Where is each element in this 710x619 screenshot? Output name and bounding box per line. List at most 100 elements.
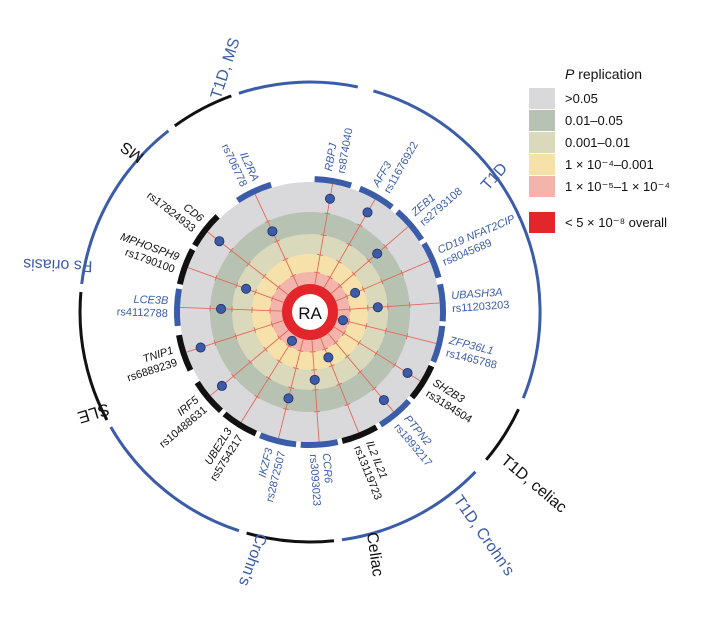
inner-arc	[176, 248, 196, 285]
spoke-tick	[213, 339, 217, 346]
spoke-tick	[346, 242, 352, 247]
spoke-line	[337, 302, 440, 311]
spoke-tick	[263, 346, 268, 352]
inner-arc	[314, 176, 353, 189]
spoke-tick	[276, 359, 283, 364]
spoke-tick	[277, 335, 282, 341]
disease-arc	[173, 94, 232, 128]
legend-swatch	[529, 154, 555, 175]
legend-swatch	[529, 176, 555, 197]
spoke-tick	[327, 275, 333, 280]
spoke-tick	[333, 340, 339, 345]
legend-item: 0.01–0.05	[525, 110, 705, 132]
locus-snp: rs874040	[336, 127, 356, 174]
inner-arc	[409, 364, 435, 400]
spoke-tick	[400, 269, 404, 276]
spoke-line	[254, 193, 299, 287]
disease-label: MS	[118, 138, 147, 166]
legend-swatch	[529, 88, 555, 109]
locus-dot	[402, 367, 413, 378]
locus-dot	[324, 193, 335, 204]
locus-snp: rs4112788	[117, 306, 169, 320]
spoke-tick	[317, 253, 324, 256]
spoke-tick	[337, 283, 343, 289]
spoke-tick	[366, 258, 372, 264]
spoke-tick	[270, 321, 274, 328]
inner-arc	[235, 181, 273, 204]
locus-dot	[309, 374, 320, 385]
legend-item: 1 × 10⁻⁵–1 × 10⁻⁴	[525, 176, 705, 198]
inner-arc	[437, 283, 447, 322]
legend-item: >0.05	[525, 88, 705, 110]
locus-dot	[216, 303, 227, 314]
spoke-tick	[253, 326, 257, 333]
spoke-tick	[344, 403, 351, 407]
spoke-tick	[246, 261, 251, 267]
spoke-tick	[231, 373, 236, 379]
disease-arc	[238, 80, 359, 95]
inner-arc	[395, 209, 425, 242]
spoke-line	[311, 339, 320, 442]
spoke-tick	[235, 282, 239, 289]
inner-arc	[192, 214, 220, 248]
locus-dot	[241, 283, 252, 294]
disease-label: Ps oriasis	[23, 255, 93, 274]
spoke-tick	[344, 354, 350, 359]
spoke-tick	[262, 273, 267, 279]
center-circle	[292, 294, 328, 330]
locus-dot	[372, 302, 383, 313]
locus-dot	[323, 352, 334, 363]
spoke-tick	[234, 333, 238, 340]
spoke-tick	[336, 382, 343, 386]
inner-arc	[300, 439, 339, 449]
locus-snp: rs3093023	[307, 454, 323, 507]
inner-arc	[378, 398, 412, 428]
disease-label: Celiac	[363, 531, 386, 577]
locus-dot	[378, 395, 389, 406]
spoke-line	[278, 339, 304, 439]
disease-label: T1D	[478, 160, 511, 194]
spoke-tick	[380, 278, 384, 285]
spoke-tick	[292, 367, 299, 370]
spoke-tick	[361, 286, 365, 293]
spoke-tick	[357, 223, 363, 228]
inner-category-arcs	[174, 176, 447, 449]
legend-label: 0.01–0.05	[565, 113, 623, 128]
spoke-tick	[282, 407, 289, 411]
disease-arc	[80, 129, 170, 285]
legend-swatch	[529, 132, 555, 153]
spoke-tick	[365, 323, 368, 330]
spoke-tick	[324, 212, 331, 215]
locus-dot	[372, 248, 383, 259]
spoke-tick	[264, 219, 271, 224]
spoke-tick	[290, 274, 297, 278]
locus-dot	[214, 236, 225, 247]
legend-swatch-overall	[529, 212, 555, 233]
inner-arc	[194, 380, 224, 414]
spoke-tick	[357, 369, 363, 375]
locus-dot	[195, 342, 206, 353]
locus-dot	[337, 315, 348, 326]
spoke-tick	[347, 318, 350, 325]
inner-arc	[430, 325, 446, 363]
spoke-tick	[384, 327, 387, 334]
spoke-tick	[371, 386, 377, 391]
disease-arc	[372, 89, 542, 399]
spoke-tick	[265, 376, 272, 381]
spoke-tick	[322, 347, 328, 351]
spoke-tick	[374, 350, 379, 357]
spoke-line	[330, 226, 409, 294]
